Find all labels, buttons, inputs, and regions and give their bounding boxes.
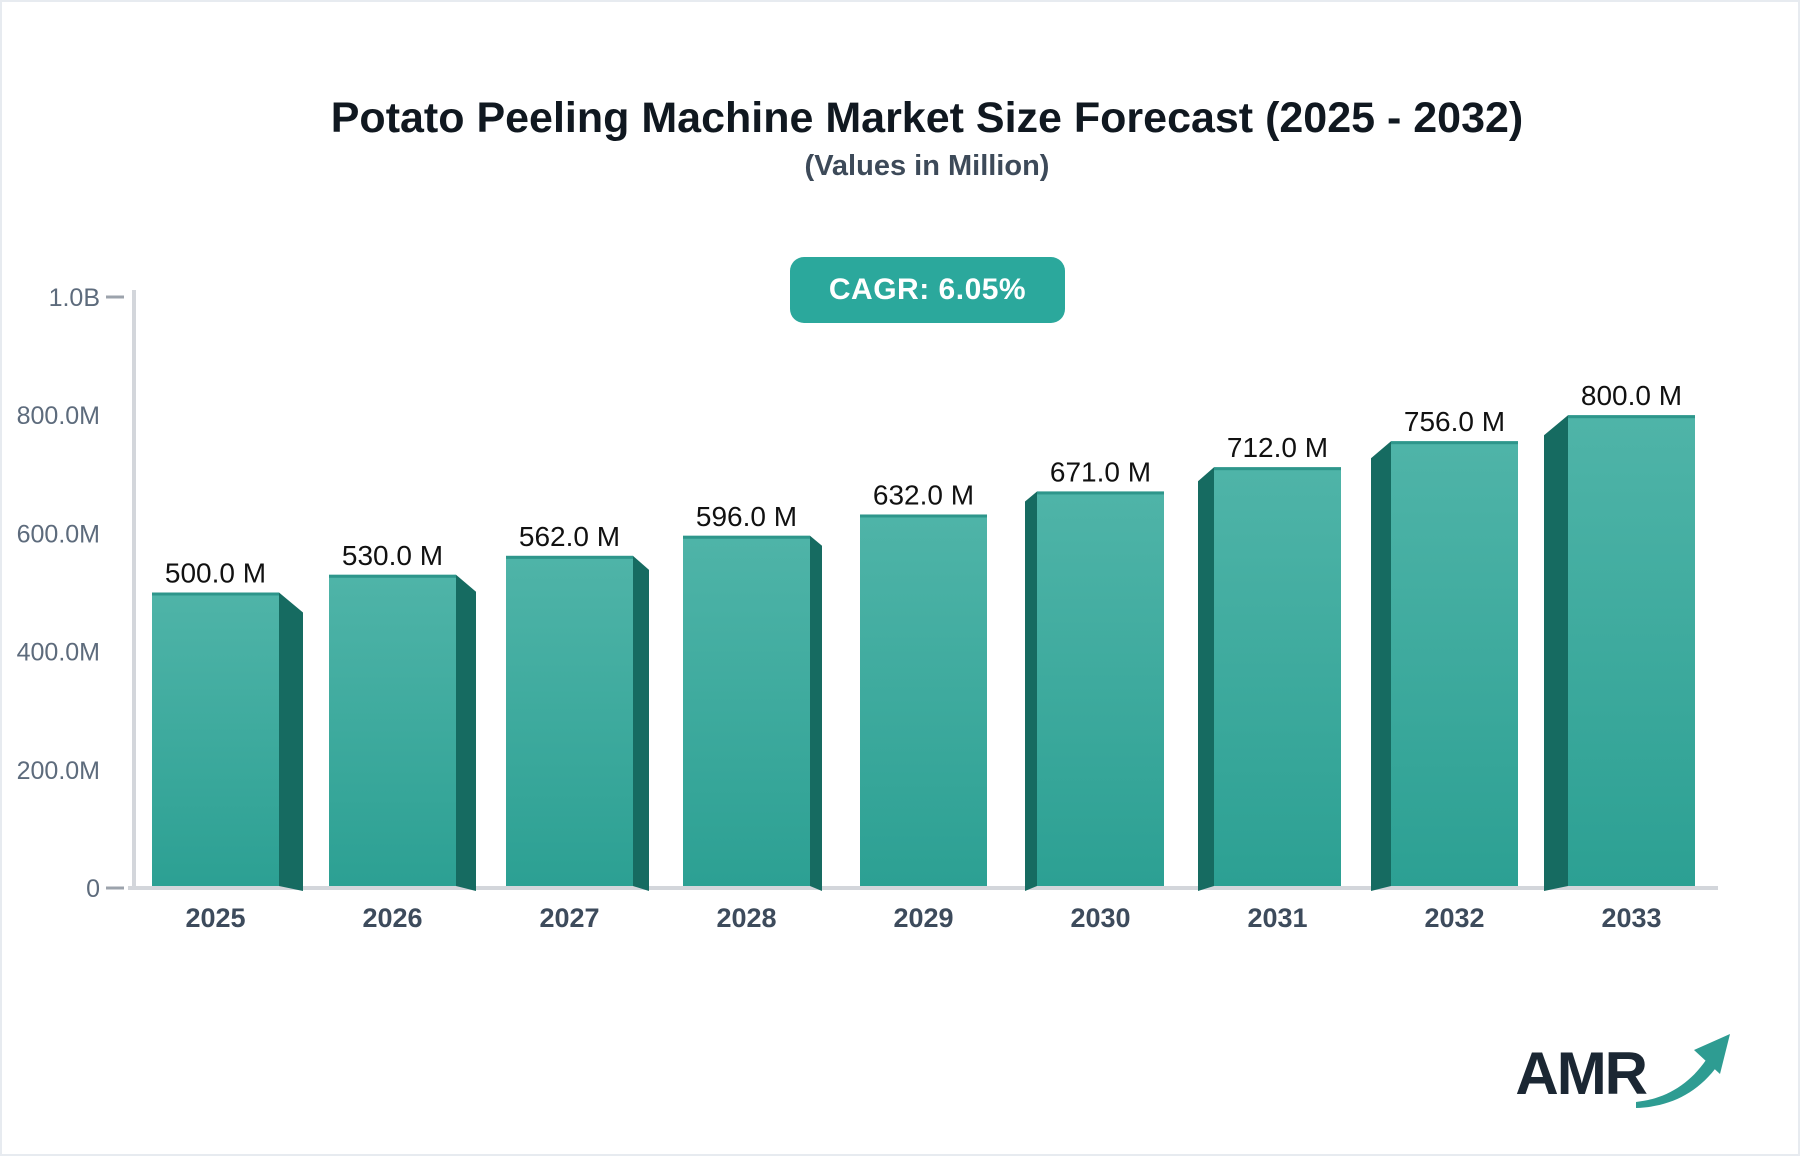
x-axis-label: 2031	[1247, 903, 1307, 933]
bar-value-label: 671.0 M	[1050, 456, 1151, 487]
bar-value-label: 530.0 M	[342, 540, 443, 571]
bar-top-edge	[1037, 491, 1164, 495]
bar-top-edge	[1568, 415, 1695, 419]
bar-value-label: 596.0 M	[696, 501, 797, 532]
chart-subtitle: (Values in Million)	[804, 150, 1050, 182]
bar-side-face	[633, 555, 649, 891]
bar-top-edge	[860, 514, 987, 518]
bar-side-face	[810, 535, 822, 891]
y-axis-label: 1.0B	[49, 284, 100, 312]
bar-top-edge	[506, 555, 633, 559]
chart-title: Potato Peeling Machine Market Size Forec…	[330, 94, 1524, 142]
bar-front-face	[329, 574, 456, 886]
arrow-swoosh	[1636, 1060, 1715, 1108]
bar-group: 562.0 M 2027	[506, 521, 649, 933]
y-axis-label: 600.0M	[17, 520, 100, 548]
bar-group: 530.0 M 2026	[329, 540, 476, 933]
bar-side-face	[1371, 441, 1391, 891]
bar-group: 800.0 M 2033	[1544, 380, 1695, 933]
bar-front-face	[1391, 441, 1518, 886]
bar-value-label: 632.0 M	[873, 479, 974, 510]
bar-top-edge	[683, 535, 810, 539]
growth-arrow-icon	[1636, 1034, 1730, 1108]
amr-logo-text: AMR	[1515, 1040, 1648, 1107]
y-axis-label: 800.0M	[17, 402, 100, 430]
bar-front-face	[152, 592, 279, 886]
bar-front-face	[1214, 467, 1341, 886]
bar-group: 671.0 M 2030	[1025, 456, 1164, 933]
bar-group: 712.0 M 2031	[1198, 432, 1341, 933]
bar-group: 596.0 M 2028	[683, 501, 822, 933]
bar-front-face	[860, 514, 987, 886]
y-axis-label: 0	[86, 875, 100, 903]
bar-side-face	[1198, 467, 1214, 891]
bar-top-edge	[152, 592, 279, 596]
x-axis-label: 2027	[539, 903, 599, 933]
bar-front-face	[683, 535, 810, 886]
bar-side-face	[279, 592, 303, 891]
bar-group: 500.0 M 2025	[152, 558, 303, 933]
x-axis-label: 2028	[716, 903, 776, 933]
bar-side-face	[1544, 415, 1568, 891]
bar-top-edge	[1214, 467, 1341, 471]
bar-side-face	[1025, 491, 1037, 891]
bar-value-label: 712.0 M	[1227, 432, 1328, 463]
x-axis-label: 2030	[1070, 903, 1130, 933]
x-axis-label: 2032	[1424, 903, 1484, 933]
bar-front-face	[1037, 491, 1164, 886]
amr-logo: AMR	[1515, 1026, 1736, 1108]
bar-group: 756.0 M 2032	[1371, 406, 1518, 933]
x-axis-label: 2033	[1601, 903, 1661, 933]
bar-value-label: 800.0 M	[1581, 380, 1682, 411]
y-axis-label: 200.0M	[17, 757, 100, 785]
bar-group: 632.0 M 2029	[860, 479, 987, 933]
x-axis-label: 2029	[893, 903, 953, 933]
bar-front-face	[1568, 415, 1695, 886]
bar-top-edge	[329, 574, 456, 578]
bar-side-face	[456, 574, 476, 891]
bar-value-label: 756.0 M	[1404, 406, 1505, 437]
cagr-badge: CAGR: 6.05%	[790, 257, 1065, 323]
arrow-head	[1694, 1034, 1730, 1074]
x-axis-label: 2026	[362, 903, 422, 933]
y-axis-label: 400.0M	[17, 639, 100, 667]
x-axis-label: 2025	[185, 903, 245, 933]
bar-value-label: 562.0 M	[519, 521, 620, 552]
cagr-label: CAGR: 6.05%	[828, 273, 1027, 306]
bar-value-label: 500.0 M	[165, 558, 266, 589]
bar-front-face	[506, 555, 633, 886]
bar-top-edge	[1391, 441, 1518, 445]
